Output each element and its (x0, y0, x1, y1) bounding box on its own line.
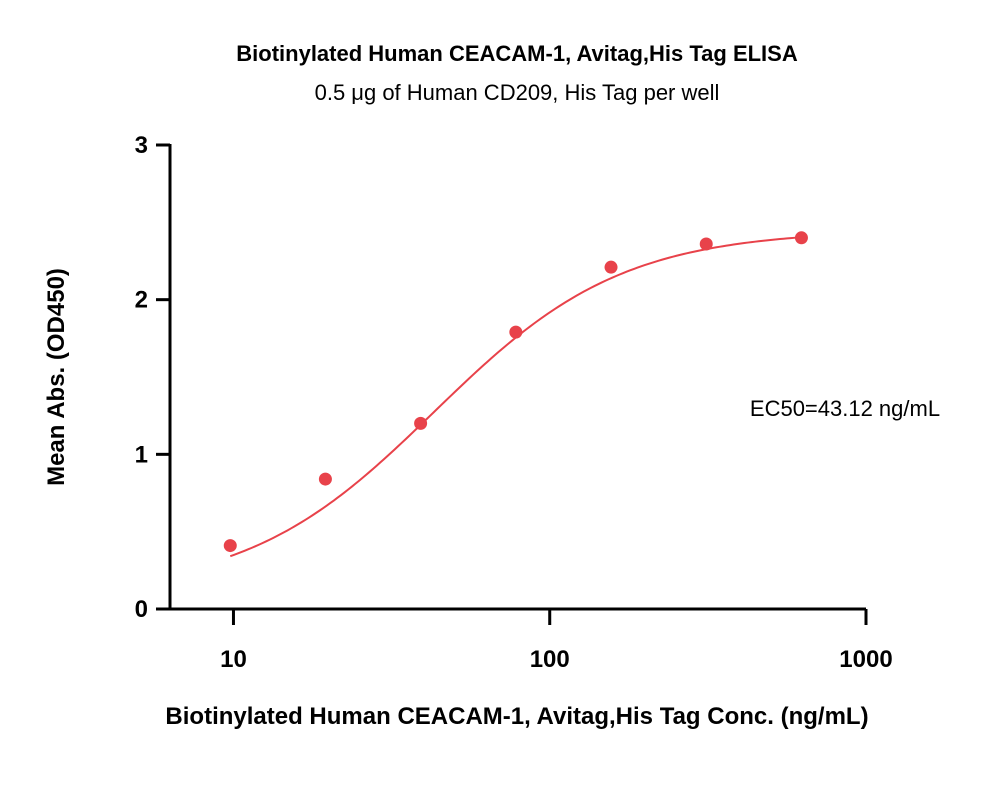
y-tick-label: 1 (135, 441, 148, 468)
y-tick-label: 2 (135, 287, 148, 314)
x-axis-label: Biotinylated Human CEACAM-1, Avitag,His … (165, 703, 868, 730)
data-point (414, 416, 428, 430)
chart-title: Biotinylated Human CEACAM-1, Avitag,His … (236, 41, 798, 66)
data-point (509, 325, 523, 339)
fit-curve (229, 236, 802, 558)
y-tick-label: 0 (135, 596, 148, 623)
x-tick-label: 1000 (839, 646, 892, 673)
y-axis-label: Mean Abs. (OD450) (43, 268, 70, 486)
data-point (699, 237, 713, 251)
x-tick-label: 10 (220, 646, 247, 673)
chart-subtitle: 0.5 μg of Human CD209, His Tag per well (315, 80, 720, 105)
fit-curve-layer (229, 236, 802, 558)
tick-labels-layer: 0 1 2 3 10 100 1000 (135, 132, 893, 673)
x-tick-label: 100 (530, 646, 570, 673)
y-tick-label: 3 (135, 132, 148, 159)
data-points-layer (223, 231, 808, 553)
data-point (223, 539, 237, 553)
data-point (794, 231, 808, 245)
ec50-annotation: EC50=43.12 ng/mL (750, 396, 940, 421)
axes (156, 143, 868, 625)
data-point (318, 472, 332, 486)
data-point (604, 260, 618, 274)
